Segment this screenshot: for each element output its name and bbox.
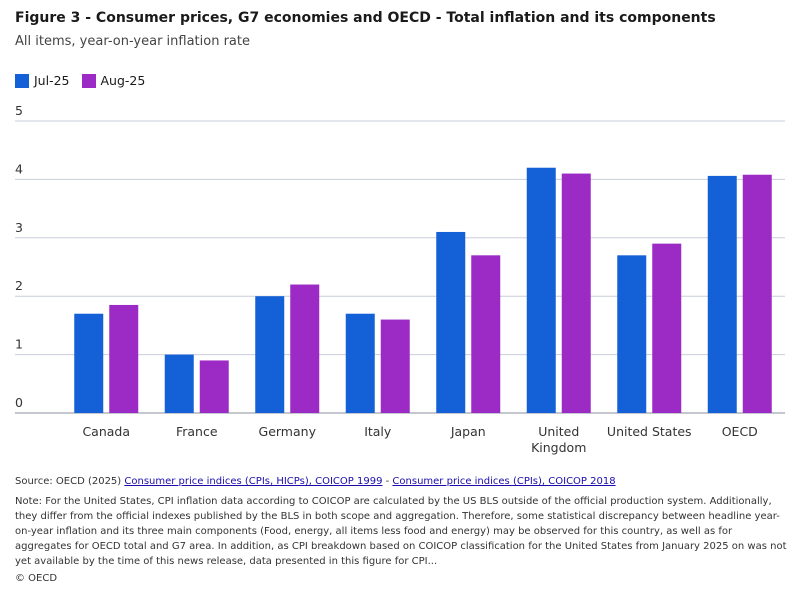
x-tick-label: United States (606, 424, 692, 439)
bar (380, 319, 410, 413)
y-tick-label: 3 (15, 220, 23, 235)
source-separator: - (385, 476, 390, 487)
legend-swatch (81, 73, 96, 88)
legend-item: Jul-25 (15, 73, 70, 88)
chart-subtitle: All items, year-on-year inflation rate (15, 34, 250, 49)
bar (109, 304, 139, 413)
chart-title: Figure 3 - Consumer prices, G7 economies… (15, 10, 716, 26)
bar (526, 167, 556, 413)
bar (345, 313, 375, 413)
bar (199, 360, 229, 413)
bar (290, 284, 320, 413)
bar (742, 174, 772, 413)
y-tick-label: 5 (15, 103, 23, 118)
bar (561, 173, 591, 413)
bar (436, 231, 466, 413)
bar (707, 175, 737, 413)
x-tick-label: United Kingdom (531, 424, 587, 455)
note: Note: For the United States, CPI inflati… (15, 496, 787, 567)
x-tick-label: OECD (721, 424, 758, 439)
bar (164, 354, 194, 413)
y-tick-label: 0 (15, 395, 23, 410)
y-tick-label: 4 (15, 161, 23, 176)
source-link[interactable]: Consumer price indices (CPIs), COICOP 20… (392, 476, 616, 487)
legend-label: Jul-25 (34, 73, 70, 88)
bar (652, 243, 682, 413)
bar (471, 255, 501, 413)
chart: 0 1 2 3 4 5 (15, 103, 785, 414)
legend-item: Aug-25 (81, 73, 146, 88)
legend: Jul-25 Aug-25 (15, 73, 145, 88)
x-tick-label: France (175, 424, 218, 439)
bar (255, 296, 285, 413)
copyright: © OECD (15, 573, 58, 584)
legend-label: Aug-25 (100, 73, 146, 88)
x-tick-label: Japan (450, 424, 486, 439)
legend-swatch (15, 73, 29, 88)
x-tick-label: Canada (82, 424, 131, 439)
source-link[interactable]: Consumer price indices (CPIs, HICPs), CO… (124, 476, 383, 487)
y-tick-label: 2 (15, 278, 23, 293)
x-tick-label: Italy (364, 424, 392, 439)
source-prefix: Source: OECD (2025) (15, 476, 122, 487)
y-tick-label: 1 (15, 337, 23, 352)
bar (617, 255, 647, 413)
source: Source: OECD (2025) Consumer price indic… (15, 476, 616, 487)
x-tick-label: Germany (258, 424, 316, 439)
bar (74, 313, 104, 413)
